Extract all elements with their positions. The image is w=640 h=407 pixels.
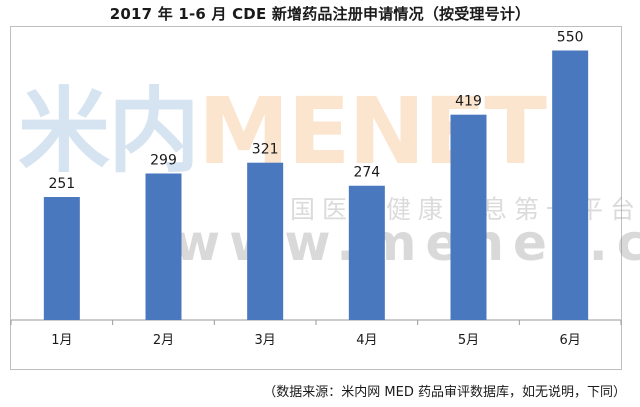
bar-1: [43, 197, 80, 320]
x-tick-label-5: 5月: [458, 333, 479, 348]
bar-2: [145, 173, 182, 320]
bar-4: [348, 185, 385, 320]
data-label-4: 274: [353, 165, 380, 181]
x-tick-label-2: 2月: [153, 333, 174, 348]
data-label-1: 251: [48, 176, 75, 192]
bar-3: [247, 162, 284, 320]
chart-frame: [10, 26, 622, 370]
x-tick-label-3: 3月: [255, 333, 276, 348]
data-label-2: 299: [150, 152, 177, 168]
data-label-6: 550: [557, 30, 584, 46]
source-note: （数据来源：米内网 MED 药品审评数据库，如无说明，下同）: [263, 385, 626, 400]
chart-title: 2017 年 1-6 月 CDE 新增药品注册申请情况（按受理号计）: [109, 5, 531, 23]
bar-6: [552, 50, 589, 320]
data-label-5: 419: [455, 94, 482, 110]
x-tick-label-1: 1月: [51, 333, 72, 348]
data-label-3: 321: [252, 142, 279, 158]
bar-5: [450, 114, 487, 320]
x-tick-label-4: 4月: [356, 333, 377, 348]
x-tick-label-6: 6月: [560, 333, 581, 348]
